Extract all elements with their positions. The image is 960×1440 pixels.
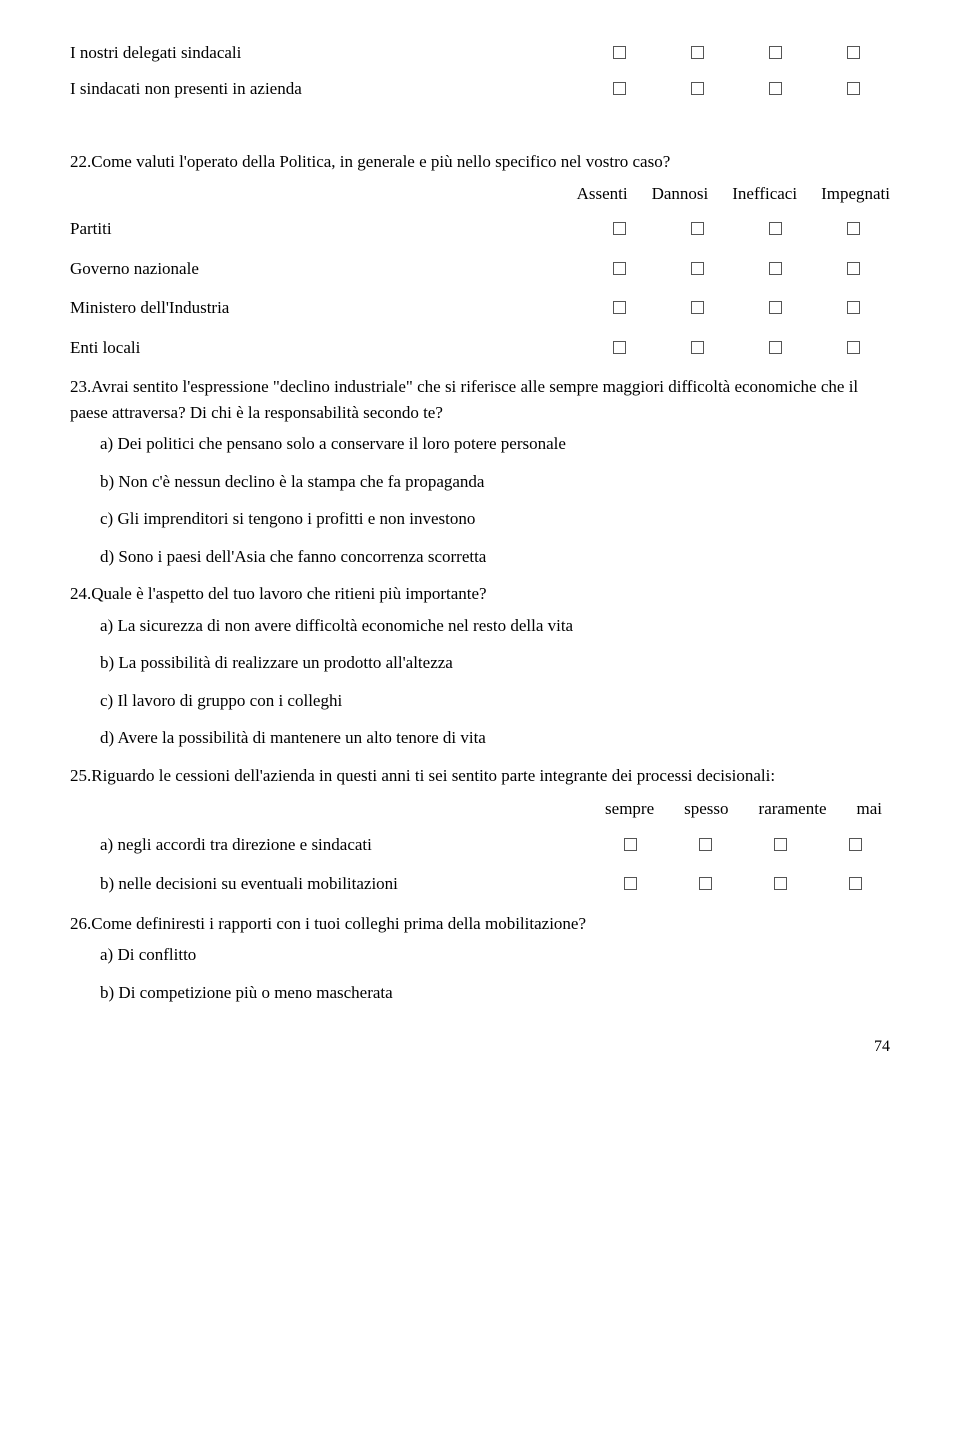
checkbox[interactable]	[849, 838, 862, 851]
checkbox[interactable]	[849, 877, 862, 890]
rating-row: Governo nazionale	[70, 256, 890, 282]
row-label: I nostri delegati sindacali	[70, 40, 613, 66]
rating-row: a) negli accordi tra direzione e sindaca…	[70, 832, 890, 858]
question-22: 22.Come valuti l'operato della Politica,…	[70, 149, 890, 175]
header-col: mai	[857, 796, 883, 822]
checkbox-group	[613, 82, 860, 95]
header-col: sempre	[605, 796, 654, 822]
checkbox[interactable]	[691, 341, 704, 354]
checkbox[interactable]	[613, 301, 626, 314]
rating-row: I nostri delegati sindacali	[70, 40, 890, 66]
option-list: a) Dei politici che pensano solo a conse…	[70, 431, 890, 569]
option-item: b) Di competizione più o meno mascherata	[100, 980, 890, 1006]
checkbox[interactable]	[691, 222, 704, 235]
checkbox[interactable]	[847, 222, 860, 235]
row-label: I sindacati non presenti in azienda	[70, 76, 613, 102]
question-26: 26.Come definiresti i rapporti con i tuo…	[70, 911, 890, 937]
option-item: b) La possibilità di realizzare un prodo…	[100, 650, 890, 676]
checkbox[interactable]	[769, 262, 782, 275]
rating-row: Partiti	[70, 216, 890, 242]
checkbox[interactable]	[613, 222, 626, 235]
checkbox[interactable]	[699, 877, 712, 890]
checkbox-group	[613, 46, 860, 59]
checkbox[interactable]	[624, 838, 637, 851]
header-col: Impegnati	[821, 181, 890, 207]
option-item: b) Non c'è nessun declino è la stampa ch…	[100, 469, 890, 495]
header-col: Inefficaci	[732, 181, 797, 207]
rating-row: Enti locali	[70, 335, 890, 361]
option-list: a) Di conflitto b) Di competizione più o…	[70, 942, 890, 1005]
header-col: spesso	[684, 796, 728, 822]
option-item: a) Dei politici che pensano solo a conse…	[100, 431, 890, 457]
checkbox[interactable]	[769, 301, 782, 314]
checkbox[interactable]	[691, 262, 704, 275]
checkbox[interactable]	[624, 877, 637, 890]
checkbox[interactable]	[847, 341, 860, 354]
checkbox[interactable]	[847, 82, 860, 95]
row-label: a) negli accordi tra direzione e sindaca…	[100, 832, 624, 858]
option-item: a) Di conflitto	[100, 942, 890, 968]
checkbox[interactable]	[769, 222, 782, 235]
option-list: a) La sicurezza di non avere difficoltà …	[70, 613, 890, 751]
option-item: c) Il lavoro di gruppo con i colleghi	[100, 688, 890, 714]
checkbox-group	[613, 262, 860, 275]
row-label: Partiti	[70, 216, 613, 242]
row-label: b) nelle decisioni su eventuali mobilita…	[100, 871, 624, 897]
checkbox-group	[613, 341, 860, 354]
option-item: d) Avere la possibilità di mantenere un …	[100, 725, 890, 751]
row-label: Enti locali	[70, 335, 613, 361]
checkbox[interactable]	[613, 82, 626, 95]
row-label: Governo nazionale	[70, 256, 613, 282]
checkbox[interactable]	[699, 838, 712, 851]
column-headers: sempre spesso raramente mai	[70, 796, 890, 822]
checkbox-group	[613, 222, 860, 235]
page-number: 74	[70, 1035, 890, 1059]
checkbox[interactable]	[847, 262, 860, 275]
checkbox[interactable]	[691, 46, 704, 59]
checkbox[interactable]	[774, 838, 787, 851]
checkbox[interactable]	[847, 301, 860, 314]
rating-row: I sindacati non presenti in azienda	[70, 76, 890, 102]
header-col: Assenti	[577, 181, 628, 207]
option-item: c) Gli imprenditori si tengono i profitt…	[100, 506, 890, 532]
header-col: raramente	[759, 796, 827, 822]
rating-row: b) nelle decisioni su eventuali mobilita…	[70, 871, 890, 897]
checkbox-group	[624, 838, 862, 851]
checkbox[interactable]	[613, 341, 626, 354]
option-item: d) Sono i paesi dell'Asia che fanno conc…	[100, 544, 890, 570]
checkbox[interactable]	[769, 341, 782, 354]
row-label: Ministero dell'Industria	[70, 295, 613, 321]
checkbox-group	[624, 877, 862, 890]
checkbox[interactable]	[847, 46, 860, 59]
rating-row: Ministero dell'Industria	[70, 295, 890, 321]
checkbox[interactable]	[613, 262, 626, 275]
header-col: Dannosi	[652, 181, 709, 207]
checkbox[interactable]	[769, 82, 782, 95]
checkbox[interactable]	[613, 46, 626, 59]
checkbox-group	[613, 301, 860, 314]
checkbox[interactable]	[691, 82, 704, 95]
checkbox[interactable]	[769, 46, 782, 59]
option-item: a) La sicurezza di non avere difficoltà …	[100, 613, 890, 639]
question-23: 23.Avrai sentito l'espressione "declino …	[70, 374, 890, 425]
checkbox[interactable]	[774, 877, 787, 890]
column-headers: Assenti Dannosi Inefficaci Impegnati	[70, 181, 890, 207]
checkbox[interactable]	[691, 301, 704, 314]
question-25: 25.Riguardo le cessioni dell'azienda in …	[70, 763, 890, 789]
question-24: 24.Quale è l'aspetto del tuo lavoro che …	[70, 581, 890, 607]
